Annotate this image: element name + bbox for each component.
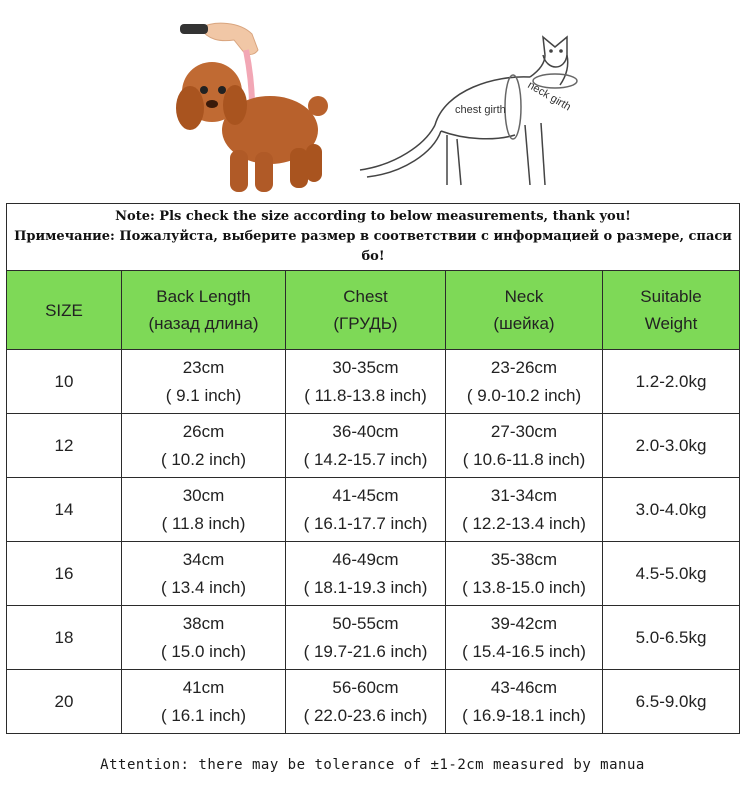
weight-cell: 2.0-3.0kg [601,413,741,478]
back-length-cell: 38cm( 15.0 inch) [121,605,286,670]
note-cell: Note: Pls check the size according to be… [5,203,741,271]
cat-diagram-image: chest girth neck girth [359,35,578,186]
weight-cell: 1.2-2.0kg [601,349,741,414]
back-length-cell: 23cm( 9.1 inch) [121,349,286,414]
chest-cell: 41-45cm( 16.1-17.7 inch) [285,477,446,542]
header-chest: Chest (ГРУДЬ) [285,270,446,350]
size-cell: 14 [6,477,122,542]
header-back-length: Back Length (назад длина) [121,270,286,350]
weight-cell: 5.0-6.5kg [601,605,741,670]
header-row: SIZE Back Length (назад длина) Chest (ГРУД… [6,270,741,350]
chest-girth-label: chest girth [455,104,506,116]
note-row: Note: Pls check the size according to be… [5,203,741,271]
note-english: Note: Pls check the size according to be… [115,209,631,224]
chest-cell: 30-35cm( 11.8-13.8 inch) [285,349,446,414]
size-cell: 18 [6,605,122,670]
neck-cell: 43-46cm( 16.9-18.1 inch) [445,669,603,734]
table-row: 18 38cm( 15.0 inch) 50-55cm( 19.7-21.6 i… [6,605,741,670]
size-cell: 10 [6,349,122,414]
size-cell: 20 [6,669,122,734]
neck-cell: 31-34cm( 12.2-13.4 inch) [445,477,603,542]
size-cell: 16 [6,541,122,606]
neck-cell: 39-42cm( 15.4-16.5 inch) [445,605,603,670]
back-length-cell: 34cm( 13.4 inch) [121,541,286,606]
size-cell: 12 [6,413,122,478]
header-weight: Suitable Weight [601,270,741,350]
dog-measuring-image [176,22,328,192]
chest-cell: 50-55cm( 19.7-21.6 inch) [285,605,446,670]
weight-cell: 4.5-5.0kg [601,541,741,606]
chest-cell: 36-40cm( 14.2-15.7 inch) [285,413,446,478]
neck-cell: 27-30cm( 10.6-11.8 inch) [445,413,603,478]
header-size: SIZE [6,270,122,350]
table-row: 12 26cm( 10.2 inch) 36-40cm( 14.2-15.7 i… [6,413,741,478]
table-row: 10 23cm( 9.1 inch) 30-35cm( 11.8-13.8 in… [6,349,741,414]
tolerance-note: Attention: there may be tolerance of ±1-… [100,757,645,773]
chest-cell: 56-60cm( 22.0-23.6 inch) [285,669,446,734]
back-length-cell: 30cm( 11.8 inch) [121,477,286,542]
neck-girth-label: neck girth [526,79,573,113]
header-neck: Neck (шейка) [445,270,603,350]
neck-cell: 35-38cm( 13.8-15.0 inch) [445,541,603,606]
neck-cell: 23-26cm( 9.0-10.2 inch) [445,349,603,414]
back-length-cell: 26cm( 10.2 inch) [121,413,286,478]
weight-cell: 3.0-4.0kg [601,477,741,542]
chest-cell: 46-49cm( 18.1-19.3 inch) [285,541,446,606]
table-row: 16 34cm( 13.4 inch) 46-49cm( 18.1-19.3 i… [6,541,741,606]
table-row: 20 41cm( 16.1 inch) 56-60cm( 22.0-23.6 i… [6,669,741,734]
back-length-cell: 41cm( 16.1 inch) [121,669,286,734]
size-chart-table: Note: Pls check the size according to be… [5,203,741,734]
note-russian: Примечание: Пожалуйста, выберите размер … [14,229,732,264]
weight-cell: 6.5-9.0kg [601,669,741,734]
illustrations: chest girth neck girth [0,0,745,203]
table-row: 14 30cm( 11.8 inch) 41-45cm( 16.1-17.7 i… [6,477,741,542]
